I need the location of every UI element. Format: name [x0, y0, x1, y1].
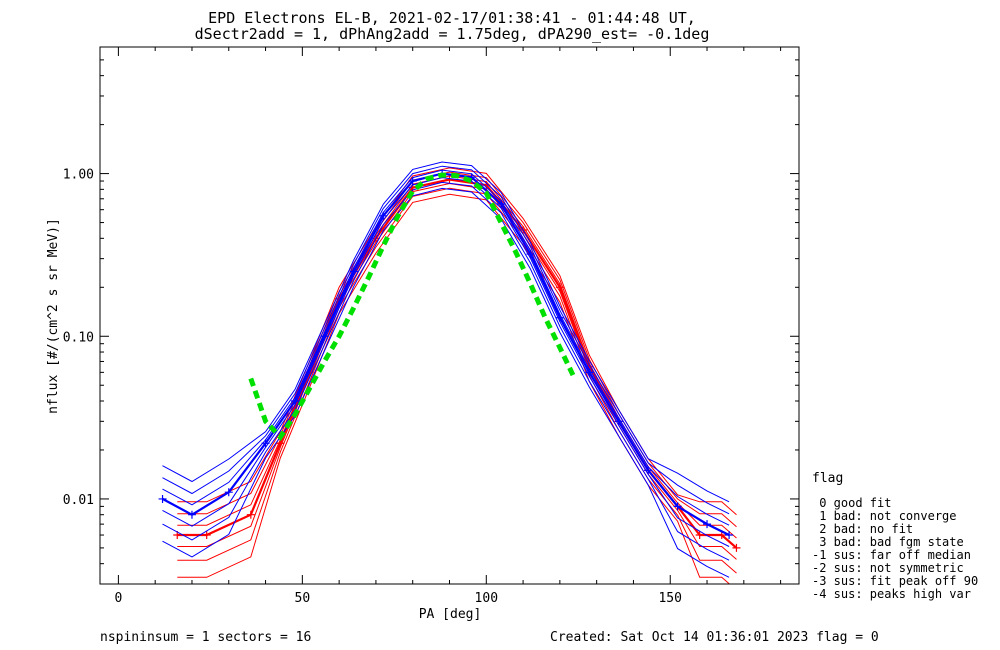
y-axis-label: nflux [#/(cm^2 s sr MeV)]: [46, 218, 61, 414]
series-red-trace: [177, 175, 737, 539]
series-red-trace: [177, 171, 737, 528]
series-blue-trace: [162, 177, 730, 547]
series-blue-point: [187, 510, 196, 519]
series-red: [173, 167, 741, 584]
footer-spin-info: nspininsum = 1 sectors = 16: [100, 630, 311, 645]
series-blue-point: [320, 332, 329, 341]
fit-curve-line: [248, 172, 577, 442]
chart-title: EPD Electrons EL-B, 2021-02-17/01:38:41 …: [208, 9, 696, 27]
x-tick-label: 50: [295, 591, 311, 606]
x-tick-label: 150: [658, 591, 681, 606]
legend-entry: 1 bad: not converge: [812, 509, 957, 523]
series-red-trace: [177, 182, 737, 560]
series-blue-point: [408, 177, 417, 186]
series-red-trace: [177, 193, 731, 584]
series-blue-trace: [162, 161, 730, 503]
footer-created-info: Created: Sat Oct 14 01:36:01 2023 flag =…: [550, 630, 879, 645]
x-tick-label: 0: [114, 591, 122, 606]
series-red-point: [555, 283, 564, 292]
legend-entry: 0 good fit: [812, 496, 891, 510]
y-tick-label: 0.01: [63, 493, 94, 508]
legend: flag 0 good fit 1 bad: not converge 2 ba…: [812, 471, 978, 601]
legend-entry: 2 bad: no fit: [812, 522, 913, 536]
series-blue-point: [379, 211, 388, 220]
series-blue-point: [585, 368, 594, 377]
series-green-dashed: [248, 172, 577, 442]
series-blue-point: [644, 466, 653, 475]
series-blue-trace: [162, 169, 730, 526]
series-blue-point: [703, 520, 712, 529]
legend-title: flag: [812, 471, 843, 486]
chart-subtitle: dSectr2add = 1, dPhAng2add = 1.75deg, dP…: [195, 25, 710, 43]
series-blue-point: [349, 267, 358, 276]
tick-layer: 0 50 100 150 0.01 0.10 1.00: [63, 46, 799, 606]
plot-frame: [99, 46, 800, 585]
series-red-point: [246, 510, 255, 519]
legend-entry: -4 sus: peaks high var: [812, 587, 971, 601]
y-tick-label: 1.00: [63, 168, 94, 183]
series-red-trace: [177, 167, 737, 516]
series-red-point: [202, 531, 211, 540]
series-blue-trace: [162, 187, 730, 578]
series-blue-point: [497, 200, 506, 209]
x-tick-label: 100: [475, 591, 498, 606]
x-axis-label: PA [deg]: [419, 607, 482, 622]
series-blue-point: [224, 488, 233, 497]
series-red-trace: [177, 187, 737, 574]
series-blue-point: [555, 313, 564, 322]
legend-entry: -3 sus: fit peak off 90: [812, 574, 978, 588]
data-layer: [158, 161, 741, 584]
legend-entry: 3 bad: bad fgm state: [812, 535, 964, 549]
series-red-point: [445, 175, 454, 184]
series-red-point: [695, 531, 704, 540]
series-blue: [158, 161, 734, 578]
series-red-point: [732, 543, 741, 552]
series-blue-point: [261, 439, 270, 448]
legend-entry: -2 sus: not symmetric: [812, 561, 964, 575]
series-blue-trace: [161, 172, 730, 536]
series-blue-point: [158, 494, 167, 503]
series-blue-point: [673, 502, 682, 511]
series-blue-trace: [162, 181, 730, 561]
series-blue-point: [290, 396, 299, 405]
series-blue-point: [526, 250, 535, 259]
legend-entry: -1 sus: far off median: [812, 548, 971, 562]
y-tick-label: 0.10: [63, 330, 94, 345]
series-blue-point: [725, 531, 734, 540]
series-blue-point: [614, 417, 623, 426]
series-red-trace: [177, 178, 738, 549]
